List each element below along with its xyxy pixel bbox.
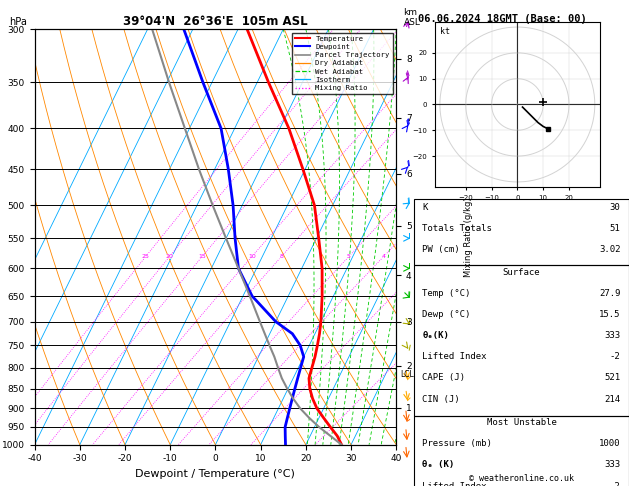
Bar	[414, 265, 629, 416]
Bar	[414, 199, 629, 265]
Text: CAPE (J): CAPE (J)	[423, 373, 465, 382]
Bar	[414, 416, 629, 486]
Text: kt: kt	[440, 27, 450, 36]
Text: Totals Totals: Totals Totals	[423, 224, 493, 233]
Text: θₑ(K): θₑ(K)	[423, 331, 449, 340]
Text: 214: 214	[604, 395, 620, 403]
Text: 333: 333	[604, 331, 620, 340]
Text: 8: 8	[279, 254, 283, 259]
Text: K: K	[423, 203, 428, 212]
Text: 333: 333	[604, 460, 620, 469]
Text: 25: 25	[142, 254, 150, 259]
X-axis label: Dewpoint / Temperature (°C): Dewpoint / Temperature (°C)	[135, 469, 296, 479]
Text: Pressure (mb): Pressure (mb)	[423, 439, 493, 448]
Text: 3.02: 3.02	[599, 245, 620, 254]
Text: Lifted Index: Lifted Index	[423, 352, 487, 361]
Text: 10: 10	[248, 254, 255, 259]
Text: 15.5: 15.5	[599, 310, 620, 319]
Text: 20: 20	[165, 254, 174, 259]
Text: 06.06.2024 18GMT (Base: 00): 06.06.2024 18GMT (Base: 00)	[418, 14, 587, 24]
Text: θₑ (K): θₑ (K)	[423, 460, 455, 469]
Text: 51: 51	[610, 224, 620, 233]
Text: hPa: hPa	[9, 17, 27, 27]
Text: -2: -2	[610, 352, 620, 361]
Text: 30: 30	[610, 203, 620, 212]
Text: Most Unstable: Most Unstable	[486, 418, 557, 427]
Text: PW (cm): PW (cm)	[423, 245, 460, 254]
Text: Temp (°C): Temp (°C)	[423, 289, 471, 298]
Text: 15: 15	[198, 254, 206, 259]
Text: Mixing Ratio (g/kg): Mixing Ratio (g/kg)	[464, 197, 473, 277]
Text: Dewp (°C): Dewp (°C)	[423, 310, 471, 319]
Text: CIN (J): CIN (J)	[423, 395, 460, 403]
Text: 521: 521	[604, 373, 620, 382]
Text: 4: 4	[381, 254, 386, 259]
Text: LCL: LCL	[400, 369, 414, 379]
Text: 27.9: 27.9	[599, 289, 620, 298]
Legend: Temperature, Dewpoint, Parcel Trajectory, Dry Adiabat, Wet Adiabat, Isotherm, Mi: Temperature, Dewpoint, Parcel Trajectory…	[292, 33, 392, 94]
Text: km
ASL: km ASL	[404, 8, 420, 27]
Text: 5: 5	[347, 254, 350, 259]
Text: © weatheronline.co.uk: © weatheronline.co.uk	[469, 474, 574, 483]
Text: Lifted Index: Lifted Index	[423, 482, 487, 486]
Text: -2: -2	[610, 482, 620, 486]
Title: 39°04'N  26°36'E  105m ASL: 39°04'N 26°36'E 105m ASL	[123, 15, 308, 28]
Text: Surface: Surface	[503, 267, 540, 277]
Text: 1000: 1000	[599, 439, 620, 448]
